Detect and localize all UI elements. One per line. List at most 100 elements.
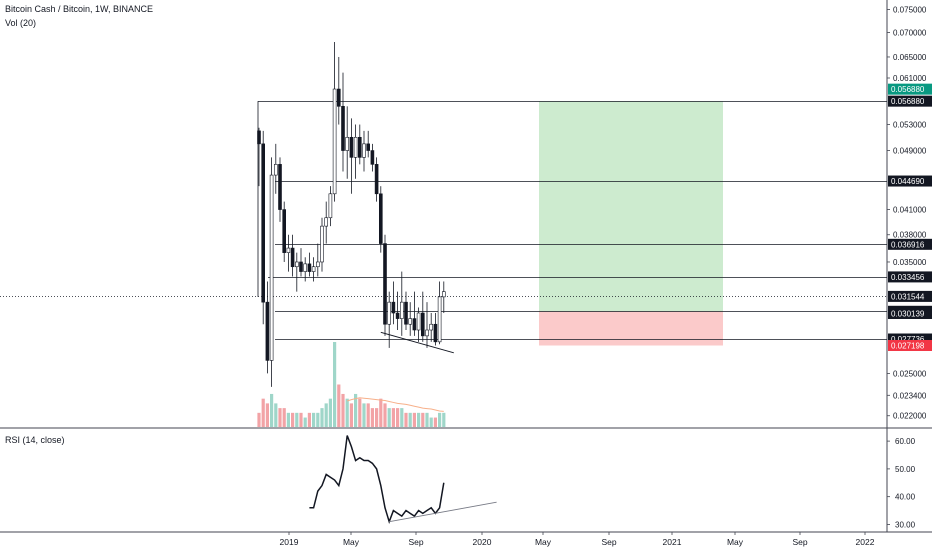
price-axis-label: 0.038000: [893, 231, 927, 240]
candle-body[interactable]: [416, 312, 421, 331]
candle-body[interactable]: [395, 312, 400, 319]
price-axis-label: 0.061000: [893, 74, 927, 83]
candle-body[interactable]: [433, 323, 438, 343]
candle-body[interactable]: [378, 193, 383, 244]
volume-bar: [291, 412, 295, 427]
time-axis-label: May: [727, 537, 744, 547]
candle-body[interactable]: [324, 217, 329, 227]
candle-body[interactable]: [408, 318, 413, 325]
current-price-label: 0.031544: [891, 292, 925, 301]
candle-body[interactable]: [341, 106, 345, 151]
volume-indicator-label: Vol (20): [5, 18, 37, 28]
candle-body[interactable]: [391, 301, 396, 314]
rsi-axis-label: 30.00: [895, 520, 916, 529]
volume-bar: [282, 408, 286, 427]
price-axis-label: 0.049000: [893, 147, 927, 156]
volume-bar: [303, 417, 307, 427]
candle-body[interactable]: [286, 247, 291, 253]
candle-body[interactable]: [404, 301, 408, 325]
volume-bar: [349, 403, 353, 427]
volume-bar: [261, 398, 265, 427]
candle-body[interactable]: [353, 136, 358, 158]
volume-bar: [278, 408, 282, 427]
volume-bar: [265, 403, 269, 427]
candle-body[interactable]: [425, 329, 429, 337]
candle-body[interactable]: [383, 243, 387, 325]
level-price-label-bg: [888, 175, 932, 187]
candle-body[interactable]: [357, 136, 362, 158]
time-axis-label: 2022: [856, 537, 875, 547]
long-position-profit-zone[interactable]: [539, 101, 723, 312]
volume-bar: [345, 398, 349, 427]
level-price-label: 0.027736: [891, 335, 925, 344]
volume-bar: [375, 408, 379, 427]
time-axis-label: May: [535, 537, 552, 547]
volume-bar: [324, 403, 328, 427]
volume-bar: [316, 412, 320, 427]
volume-ma-line: [347, 397, 444, 412]
candle-body[interactable]: [399, 301, 404, 319]
candle-body[interactable]: [336, 88, 341, 107]
volume-bar: [257, 412, 261, 427]
candle-body[interactable]: [412, 318, 417, 331]
rsi-indicator-label: RSI (14, close): [5, 435, 65, 445]
candle-body[interactable]: [362, 143, 366, 158]
time-axis-label: 2020: [473, 537, 492, 547]
candle-body[interactable]: [257, 130, 261, 145]
volume-bar: [370, 408, 374, 427]
rsi-line: [309, 435, 445, 524]
time-axis-label: Sep: [601, 537, 616, 547]
candle-body[interactable]: [307, 263, 312, 272]
candle-body[interactable]: [290, 247, 295, 268]
candle-body[interactable]: [282, 209, 287, 253]
candle-body[interactable]: [269, 174, 274, 361]
rsi-axis-label: 50.00: [895, 465, 916, 474]
volume-bar: [328, 398, 332, 427]
stop-price-label: 0.027198: [891, 341, 925, 350]
volume-bar: [400, 408, 404, 427]
candle-body[interactable]: [320, 225, 324, 263]
candle-body[interactable]: [265, 301, 270, 361]
level-price-label-bg: [888, 271, 932, 283]
volume-bar: [320, 408, 324, 427]
candle-body[interactable]: [387, 301, 392, 325]
candle-body[interactable]: [420, 312, 425, 337]
candle-body[interactable]: [349, 136, 354, 158]
candle-body[interactable]: [311, 266, 316, 272]
volume-bar: [404, 412, 408, 427]
candle-body[interactable]: [315, 261, 320, 268]
candle-body[interactable]: [345, 136, 350, 151]
candle-body[interactable]: [429, 323, 434, 331]
candle-body[interactable]: [278, 164, 282, 210]
candle-body[interactable]: [370, 150, 375, 165]
candle-body[interactable]: [374, 164, 379, 195]
candle-body[interactable]: [366, 143, 371, 151]
candle-body[interactable]: [294, 261, 299, 268]
volume-bar: [312, 412, 316, 427]
rsi-axis-label: 40.00: [895, 493, 916, 502]
candle-body[interactable]: [437, 296, 442, 343]
candle-body[interactable]: [299, 261, 303, 272]
volume-bar: [341, 393, 345, 427]
candle-body[interactable]: [328, 193, 333, 219]
candle-body[interactable]: [273, 164, 278, 176]
long-position-loss-zone[interactable]: [539, 311, 723, 346]
rsi-trendline[interactable]: [389, 501, 497, 523]
volume-bar: [408, 412, 412, 427]
candle-body[interactable]: [441, 291, 446, 298]
price-axis-label: 0.023400: [893, 391, 927, 400]
entry-price-label-bg: [888, 307, 932, 319]
candle-body[interactable]: [261, 143, 266, 303]
price-trendline[interactable]: [380, 331, 454, 354]
target-price-label: 0.056880: [891, 85, 925, 94]
level-price-label-bg: [888, 238, 932, 250]
volume-bar: [299, 412, 303, 427]
candle-body[interactable]: [332, 88, 337, 195]
volume-bar: [307, 412, 311, 427]
volume-bar: [362, 403, 366, 427]
volume-bar: [438, 412, 442, 427]
volume-bar: [295, 412, 299, 427]
candle-body[interactable]: [303, 263, 308, 272]
time-axis-label: Sep: [408, 537, 423, 547]
